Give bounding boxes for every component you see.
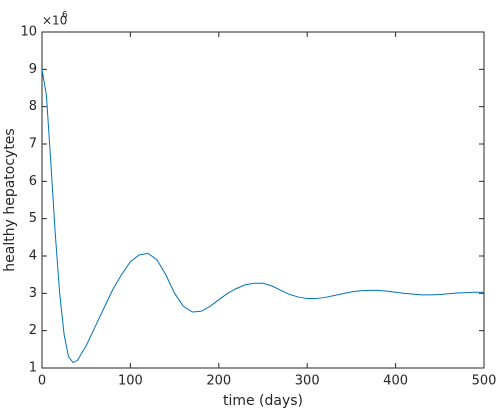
y-axis-label: healthy hepatocytes <box>2 128 18 271</box>
y-tick-label: 3 <box>29 286 37 301</box>
y-tick-label: 4 <box>29 249 37 264</box>
plot-box <box>41 31 485 369</box>
y-tick-label: 9 <box>29 62 37 77</box>
y-tick-label: 8 <box>29 99 37 114</box>
y-tick-label: 1 <box>29 361 37 376</box>
line-series <box>41 69 484 364</box>
x-tick-label: 0 <box>38 374 46 389</box>
x-tick-label: 500 <box>472 374 497 389</box>
y-tick-label: 10 <box>20 25 37 40</box>
y-tick-label: 7 <box>29 137 37 152</box>
y-tick-label: 6 <box>29 174 37 189</box>
x-tick-label: 200 <box>206 374 231 389</box>
y-scale-exponent: 6 <box>62 11 68 21</box>
x-tick-label: 300 <box>295 374 320 389</box>
y-scale-label: ×10 <box>42 14 67 28</box>
y-tick-label: 5 <box>29 211 37 226</box>
y-tick-label: 2 <box>29 323 37 338</box>
x-tick-label: 400 <box>383 374 408 389</box>
x-axis-label: time (days) <box>223 393 303 409</box>
x-tick-label: 100 <box>118 374 143 389</box>
